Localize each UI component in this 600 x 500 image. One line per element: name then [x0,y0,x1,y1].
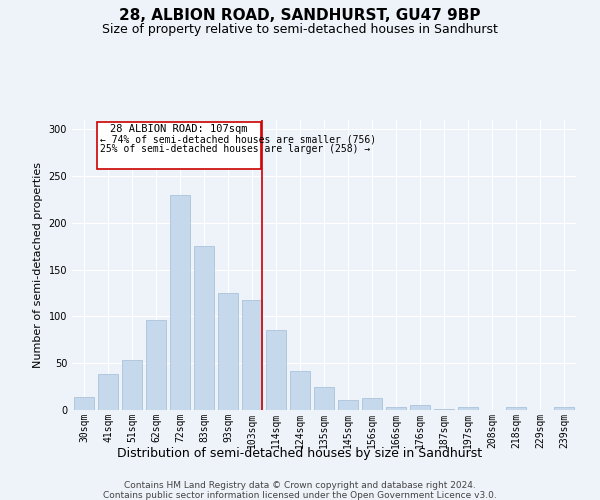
Bar [458,407,478,410]
Bar [290,370,310,410]
Bar [122,360,142,410]
Bar [386,407,406,410]
Text: ← 74% of semi-detached houses are smaller (756): ← 74% of semi-detached houses are smalle… [100,134,376,144]
Bar [242,300,262,410]
Bar [170,195,190,410]
Bar [434,409,454,410]
Bar [146,320,166,410]
Bar [362,398,382,410]
Bar [266,330,286,410]
Text: Size of property relative to semi-detached houses in Sandhurst: Size of property relative to semi-detach… [102,22,498,36]
Bar [74,397,94,410]
Text: 28, ALBION ROAD, SANDHURST, GU47 9BP: 28, ALBION ROAD, SANDHURST, GU47 9BP [119,8,481,22]
Bar [314,386,334,410]
Text: 28 ALBION ROAD: 107sqm: 28 ALBION ROAD: 107sqm [110,124,248,134]
Bar [410,406,430,410]
Text: Distribution of semi-detached houses by size in Sandhurst: Distribution of semi-detached houses by … [118,448,482,460]
Y-axis label: Number of semi-detached properties: Number of semi-detached properties [33,162,43,368]
Text: Contains HM Land Registry data © Crown copyright and database right 2024.: Contains HM Land Registry data © Crown c… [124,481,476,490]
Bar [97,122,261,168]
Bar [218,293,238,410]
Bar [194,246,214,410]
Bar [98,374,118,410]
Text: Contains public sector information licensed under the Open Government Licence v3: Contains public sector information licen… [103,491,497,500]
Bar [506,407,526,410]
Bar [338,400,358,410]
Text: 25% of semi-detached houses are larger (258) →: 25% of semi-detached houses are larger (… [100,144,370,154]
Bar [554,407,574,410]
